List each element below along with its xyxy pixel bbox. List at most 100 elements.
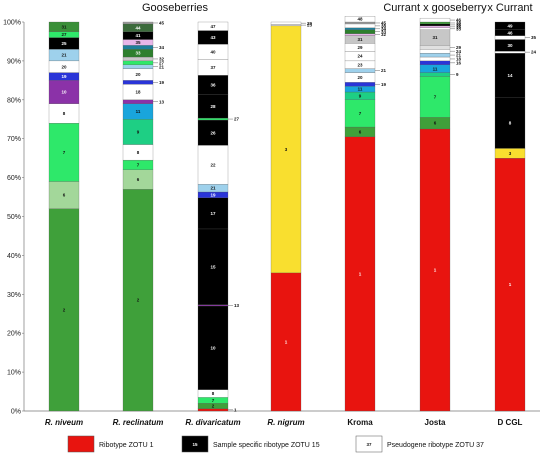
segment-label: 30	[507, 43, 513, 48]
segment-label: 29	[307, 21, 313, 26]
bar-segment	[344, 27, 376, 30]
bar-segment	[270, 25, 302, 274]
y-tick-label: 80%	[7, 97, 21, 104]
segment-label: 1	[434, 268, 437, 273]
y-tick-label: 50%	[7, 214, 21, 221]
bar-segment	[197, 197, 229, 230]
bar-segment	[122, 64, 154, 69]
bar-segment	[419, 60, 451, 65]
bar-segment	[48, 123, 80, 182]
segment-label: 9	[456, 72, 459, 77]
segment-label: 20	[61, 64, 67, 69]
segment-label: 19	[61, 74, 67, 79]
bar-segment	[270, 272, 302, 412]
segment-label: 10	[61, 90, 67, 95]
bar-segment	[419, 45, 451, 50]
segment-label: 38	[381, 23, 387, 28]
y-tick-label: 0%	[11, 409, 21, 416]
segment-label: 45	[159, 21, 165, 26]
segment-label: 13	[234, 303, 240, 308]
segment-label: 3	[509, 151, 512, 156]
segment-label: 18	[135, 90, 141, 95]
segment-label: 6	[137, 177, 140, 182]
bar-segment	[344, 29, 376, 34]
segment-label: 27	[234, 117, 240, 122]
segment-label: 33	[135, 51, 141, 56]
segment-label: 6	[434, 121, 437, 126]
bar-segment	[122, 189, 154, 412]
legend: Ribotype ZOTU 1 15 Sample specific ribotyp…	[67, 435, 484, 453]
segment-label: 48	[357, 17, 363, 22]
segment-label: 24	[357, 54, 363, 59]
segment-label: 2	[63, 307, 66, 312]
y-tick-label: 30%	[7, 292, 21, 299]
bar-segment	[270, 24, 302, 27]
bar-stack: 2 6 7 8 10 19 20 21 25 27 31	[48, 21, 80, 412]
bar-segment	[419, 76, 451, 118]
segment-label: 32	[381, 32, 387, 37]
bar-segment	[419, 21, 451, 25]
segment-label: 2	[212, 404, 215, 409]
bar-segment	[270, 21, 302, 25]
segment-label: 21	[159, 64, 165, 69]
bar-segment	[419, 23, 451, 27]
segment-label: 11	[433, 66, 438, 71]
segment-label: 1	[285, 340, 288, 345]
category-label: R. reclinatum	[113, 418, 164, 427]
segment-label: 33	[381, 29, 387, 34]
segment-label: 1	[234, 407, 237, 412]
segment-label: 8	[509, 121, 512, 126]
segment-label: 11	[136, 109, 141, 114]
bar-segment	[197, 21, 229, 31]
bar-segment	[419, 56, 451, 62]
bar-segment	[494, 97, 526, 149]
segment-label: 11	[358, 87, 363, 92]
bar-segment	[419, 17, 451, 23]
segment-label: 31	[61, 24, 67, 29]
segment-label: 28	[210, 104, 216, 109]
segment-label: 7	[359, 111, 362, 116]
segment-label: 38	[456, 21, 462, 26]
legend-swatch	[181, 435, 209, 453]
bar-segment	[494, 52, 526, 98]
bar-segment	[48, 21, 80, 32]
segment-label: 25	[61, 41, 67, 46]
segment-label: 8	[137, 150, 140, 155]
segment-label: 7	[434, 94, 437, 99]
legend-entry: Ribotype ZOTU 1	[67, 435, 154, 453]
bar-segment	[419, 27, 451, 30]
segment-label: 21	[61, 53, 67, 58]
bar-segment	[122, 119, 154, 145]
segment-label: 29	[357, 45, 363, 50]
bar-segment	[122, 60, 154, 65]
segment-label: 8	[212, 391, 215, 396]
segment-label: 2	[137, 298, 140, 303]
segment-label: 9	[359, 94, 362, 99]
y-tick-label: 40%	[7, 253, 21, 260]
legend-swatch	[67, 435, 95, 453]
segment-label: 7	[137, 163, 140, 168]
bar-segment	[494, 158, 526, 412]
bar-segment	[197, 145, 229, 185]
group-header: Gooseberries	[142, 2, 209, 14]
segment-label: 44	[135, 25, 141, 30]
legend-swatch-label: 15	[192, 442, 198, 447]
bar-segment	[494, 21, 526, 30]
bar-segment	[344, 82, 376, 87]
y-tick-label: 10%	[7, 370, 21, 377]
bar-segment	[494, 35, 526, 40]
segment-label: 27	[61, 32, 67, 37]
segment-label: 36	[210, 83, 216, 88]
segment-label: 1	[509, 282, 512, 287]
bar-segment	[344, 16, 376, 23]
bar-segment	[48, 208, 80, 412]
legend-label: Pseudogene ribotype ZOTU 37	[387, 442, 484, 449]
segment-label: 34	[381, 26, 387, 31]
segment-label: 16	[456, 60, 462, 65]
legend-label: Ribotype ZOTU 1	[99, 442, 154, 449]
segment-label: 35	[531, 35, 537, 40]
bar-segment	[419, 25, 451, 28]
segment-label: 46	[507, 30, 513, 35]
